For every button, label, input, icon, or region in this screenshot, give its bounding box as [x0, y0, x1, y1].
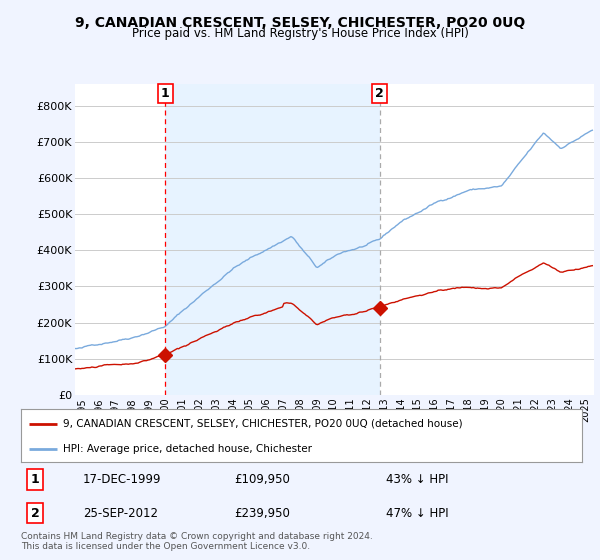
- Text: 2: 2: [375, 87, 384, 100]
- Bar: [165, 84, 380, 395]
- Text: 25-SEP-2012: 25-SEP-2012: [83, 507, 158, 520]
- Text: 1: 1: [161, 87, 169, 100]
- Text: Contains HM Land Registry data © Crown copyright and database right 2024.
This d: Contains HM Land Registry data © Crown c…: [21, 532, 373, 552]
- Text: HPI: Average price, detached house, Chichester: HPI: Average price, detached house, Chic…: [63, 444, 312, 454]
- Text: 9, CANADIAN CRESCENT, SELSEY, CHICHESTER, PO20 0UQ (detached house): 9, CANADIAN CRESCENT, SELSEY, CHICHESTER…: [63, 419, 463, 429]
- Text: 1: 1: [31, 473, 40, 486]
- Text: 43% ↓ HPI: 43% ↓ HPI: [386, 473, 448, 486]
- Text: 17-DEC-1999: 17-DEC-1999: [83, 473, 161, 486]
- Text: £109,950: £109,950: [234, 473, 290, 486]
- Text: 47% ↓ HPI: 47% ↓ HPI: [386, 507, 448, 520]
- Text: Price paid vs. HM Land Registry's House Price Index (HPI): Price paid vs. HM Land Registry's House …: [131, 27, 469, 40]
- Text: 2: 2: [31, 507, 40, 520]
- Text: £239,950: £239,950: [234, 507, 290, 520]
- Text: 9, CANADIAN CRESCENT, SELSEY, CHICHESTER, PO20 0UQ: 9, CANADIAN CRESCENT, SELSEY, CHICHESTER…: [75, 16, 525, 30]
